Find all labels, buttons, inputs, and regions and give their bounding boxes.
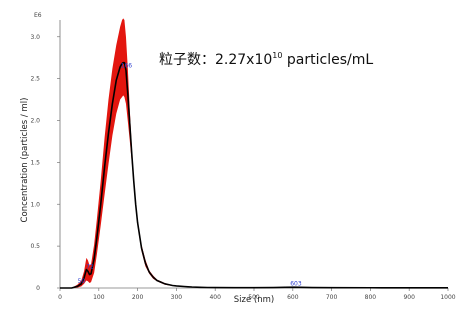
annotation-suffix: particles/mL (282, 52, 373, 68)
x-tick-label: 100 (93, 294, 105, 301)
y-tick-label: 0.5 (30, 243, 40, 250)
x-tick-label: 400 (209, 294, 221, 301)
annotation-exponent: 10 (272, 51, 282, 60)
x-tick-label: 900 (403, 294, 415, 301)
peak-label: 72 (86, 264, 94, 271)
x-axis-title: Size (nm) (234, 295, 274, 305)
particle-count-annotation: 粒子数：2.27x1010 particles/mL (159, 51, 373, 68)
x-tick-label: 600 (287, 294, 299, 301)
y-axis-title: Concentration (particles / ml) (20, 98, 30, 223)
x-tick-label: 1000 (440, 294, 455, 301)
peak-label: 166 (121, 63, 133, 70)
x-tick-label: 0 (58, 294, 62, 301)
y-tick-label: 0 (36, 285, 40, 292)
x-tick-label: 500 (248, 294, 260, 301)
x-ticks: 0 100 200 300 400 500 600 700 800 900 1000 (58, 288, 456, 301)
y-ticks: 0 0.5 1.0 1.5 2.0 2.5 3.0 (30, 34, 60, 292)
y-tick-label: 2.0 (30, 118, 40, 125)
series-layer (60, 18, 448, 289)
x-tick-label: 300 (171, 294, 183, 301)
y-scale-label: E6 (34, 12, 42, 19)
x-tick-label: 800 (365, 294, 377, 301)
mean-line (60, 61, 448, 289)
y-tick-label: 2.5 (30, 76, 40, 83)
y-tick-label: 1.5 (30, 159, 40, 166)
x-tick-label: 200 (132, 294, 144, 301)
y-tick-label: 3.0 (30, 34, 40, 41)
x-tick-label: 700 (326, 294, 338, 301)
peak-label: 50 (78, 278, 86, 285)
peak-label: 603 (290, 280, 302, 287)
annotation-prefix: 粒子数：2.27x10 (159, 52, 272, 68)
y-tick-label: 1.0 (30, 201, 40, 208)
